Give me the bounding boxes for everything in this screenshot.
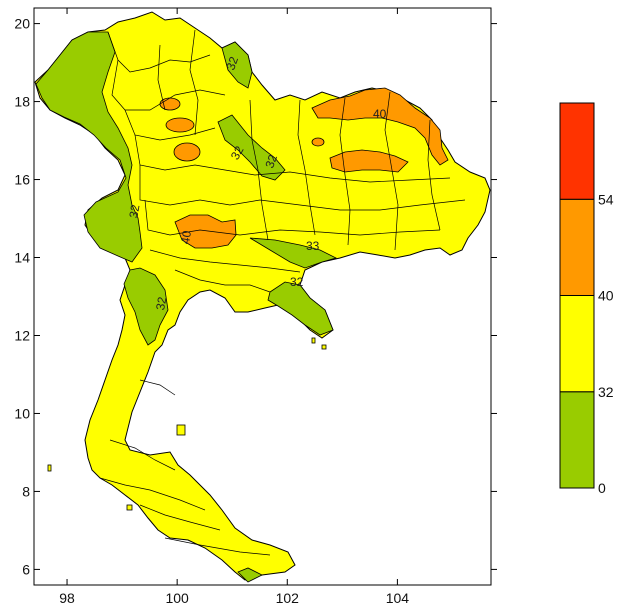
high-zone-northeast-band: [311, 87, 449, 166]
province-boundaries: [99, 29, 466, 556]
contour-label: 40: [178, 229, 194, 245]
legend-swatch: [559, 198, 595, 296]
legend-swatch: [559, 102, 595, 200]
contour-label: 32: [126, 203, 142, 219]
legend-label: 32: [598, 384, 614, 400]
y-tick-label: 14: [14, 250, 30, 266]
low-zone-west-coast: [123, 267, 169, 346]
legend-label: 54: [598, 191, 614, 207]
low-zone-north-peak: [221, 41, 253, 89]
color-legend: 0 32 40 54: [559, 102, 614, 496]
islands: [47, 337, 327, 511]
y-tick-label: 8: [22, 483, 30, 499]
legend-swatch: [559, 295, 595, 393]
low-zone-northwest: [35, 31, 143, 263]
x-axis: 98 100 102 104: [59, 8, 409, 606]
x-tick-label: 102: [276, 590, 300, 606]
x-tick-label: 98: [59, 590, 75, 606]
high-zone-north-3: [173, 142, 201, 162]
legend-label: 40: [598, 288, 614, 304]
low-zone-southeast: [267, 281, 334, 336]
x-tick-label: 100: [165, 590, 189, 606]
x-tick-label: 104: [386, 590, 410, 606]
contour-label: 32: [223, 54, 241, 72]
y-tick-label: 6: [22, 561, 30, 577]
low-rain-zones: [35, 31, 338, 583]
low-zone-east-band: [249, 237, 338, 269]
y-tick-label: 10: [14, 405, 30, 421]
y-tick-label: 16: [14, 172, 30, 188]
contour-labels: 40 32 32 32 32 40 33 32 32: [126, 54, 386, 311]
plot-frame: [33, 7, 492, 586]
legend-swatch: [559, 391, 595, 489]
high-rain-zones: [159, 87, 449, 249]
contour-label: 32: [262, 152, 280, 170]
contour-label: 32: [290, 275, 304, 289]
y-tick-label: 18: [14, 94, 30, 110]
high-zone-north-1: [159, 97, 181, 111]
y-tick-label: 12: [14, 327, 30, 343]
legend-label: 0: [598, 480, 606, 496]
high-zone-east-small: [311, 137, 325, 147]
high-zone-east-mid: [329, 149, 409, 173]
contour-label: 33: [306, 239, 320, 253]
contour-label: 32: [153, 295, 169, 311]
y-tick-label: 20: [14, 16, 30, 32]
high-zone-north-2: [165, 117, 195, 133]
contour-label: 40: [373, 107, 387, 121]
contour-label: 32: [228, 143, 247, 162]
y-axis: 20 18 16 14 12 10 8 6: [14, 16, 497, 577]
high-zone-central-large: [174, 214, 237, 249]
low-zone-south-tip: [237, 567, 263, 583]
low-zone-central: [217, 114, 286, 181]
